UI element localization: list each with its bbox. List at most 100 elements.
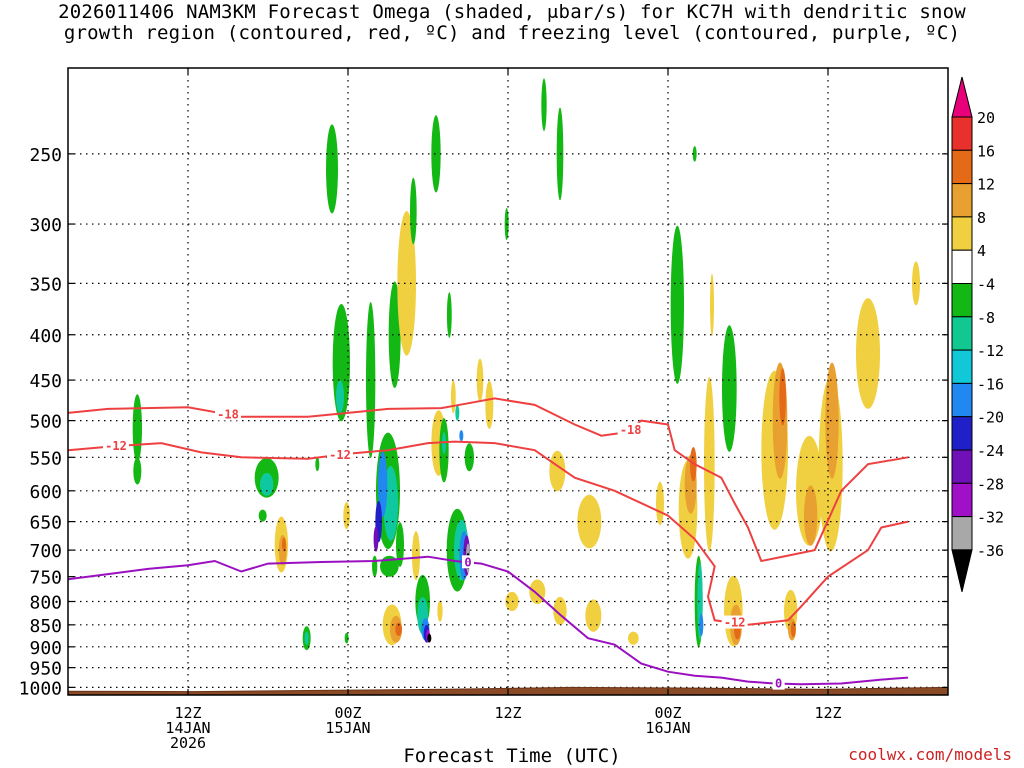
y-tick-label: 500 bbox=[29, 412, 62, 433]
omega-cell bbox=[577, 494, 602, 549]
omega-cell bbox=[343, 502, 350, 530]
omega-cell bbox=[431, 115, 441, 193]
y-tick-label: 550 bbox=[29, 448, 62, 469]
omega-cell bbox=[670, 225, 684, 384]
dgz-contour-label: -12 bbox=[724, 616, 746, 630]
omega-cell bbox=[656, 481, 664, 526]
colorbar-swatch bbox=[951, 382, 973, 418]
colorbar-swatch bbox=[951, 316, 973, 351]
contour-label-bg bbox=[215, 407, 241, 421]
omega-cell bbox=[372, 555, 378, 577]
dgz-contour-label: -12 bbox=[105, 439, 127, 453]
y-tick-label: 700 bbox=[29, 541, 62, 562]
colorbar-label: -8 bbox=[977, 309, 995, 327]
omega-cell bbox=[133, 457, 142, 485]
omega-cell bbox=[856, 298, 880, 409]
omega-cell bbox=[412, 531, 420, 580]
omega-cell bbox=[395, 622, 402, 637]
omega-cell bbox=[326, 124, 338, 214]
chart-title: 2026011406 NAM3KM Forecast Omega (shaded… bbox=[0, 2, 1024, 44]
dgz-contour-label: -12 bbox=[329, 448, 351, 462]
colorbar-swatch bbox=[951, 416, 973, 451]
omega-cell bbox=[722, 325, 737, 452]
omega-cell bbox=[336, 380, 344, 414]
colorbar-label: -32 bbox=[977, 509, 1004, 527]
omega-cell bbox=[476, 358, 484, 402]
x-tick-label: 12Z bbox=[174, 704, 201, 722]
contour-label-bg bbox=[327, 447, 353, 461]
freezing-level-label: 0 bbox=[775, 677, 782, 691]
contour-label-bg bbox=[721, 615, 748, 629]
x-tick-label: 2026 bbox=[170, 734, 206, 752]
omega-cell bbox=[710, 273, 714, 337]
omega-cell bbox=[315, 457, 320, 472]
title-line-1: 2026011406 NAM3KM Forecast Omega (shaded… bbox=[58, 1, 966, 23]
colorbar-label: 8 bbox=[977, 209, 986, 227]
colorbar-label: 20 bbox=[977, 109, 995, 127]
freezing-level-label: 0 bbox=[464, 555, 471, 569]
omega-cell bbox=[790, 621, 796, 638]
omega-cell bbox=[779, 368, 787, 426]
y-axis: 2503003504004505005506006507007508008509… bbox=[19, 145, 948, 699]
x-tick-label: 00Z bbox=[654, 704, 681, 722]
omega-shading bbox=[132, 78, 920, 651]
colorbar-top-arrow bbox=[951, 76, 973, 118]
colorbar-swatch bbox=[951, 183, 973, 218]
omega-cell bbox=[459, 430, 464, 442]
x-tick-label: 12Z bbox=[814, 704, 841, 722]
freezing-label-bg bbox=[462, 555, 474, 569]
x-tick-label: 00Z bbox=[334, 704, 361, 722]
omega-cell bbox=[704, 376, 715, 552]
colorbar-label: -4 bbox=[977, 276, 995, 294]
colorbar-label: -36 bbox=[977, 542, 1004, 560]
colorbar-label: -12 bbox=[977, 342, 1004, 360]
colorbar-bottom-arrow bbox=[951, 549, 973, 593]
omega-cell bbox=[396, 522, 404, 567]
omega-cell bbox=[464, 443, 475, 472]
omega-cell bbox=[628, 631, 639, 645]
colorbar-swatch bbox=[951, 116, 973, 151]
dgz-contour-label: -18 bbox=[620, 423, 642, 437]
omega-cell bbox=[585, 599, 602, 632]
x-tick-label: 12Z bbox=[494, 704, 521, 722]
omega-cell bbox=[378, 451, 388, 518]
colorbar-swatch bbox=[951, 149, 973, 185]
omega-cell bbox=[804, 485, 818, 546]
omega-cell bbox=[541, 78, 547, 131]
omega-cell bbox=[427, 633, 432, 643]
omega-cell bbox=[692, 146, 697, 162]
y-tick-label: 850 bbox=[29, 616, 62, 637]
colorbar-swatch bbox=[951, 283, 973, 318]
x-tick-label: 14JAN bbox=[165, 719, 210, 737]
colorbar-label: -16 bbox=[977, 375, 1004, 393]
y-tick-label: 300 bbox=[29, 215, 62, 236]
y-tick-label: 600 bbox=[29, 482, 62, 503]
y-tick-label: 250 bbox=[29, 145, 62, 166]
y-tick-label: 1000 bbox=[19, 678, 62, 699]
colorbar-swatch bbox=[951, 249, 973, 284]
y-tick-label: 950 bbox=[29, 659, 62, 680]
omega-cell bbox=[373, 526, 379, 552]
omega-cell bbox=[132, 394, 142, 463]
y-tick-label: 750 bbox=[29, 568, 62, 589]
dgz-contour-label: -18 bbox=[217, 407, 239, 421]
omega-cell bbox=[450, 380, 456, 414]
omega-cell bbox=[366, 302, 376, 459]
omega-cell bbox=[825, 362, 839, 479]
omega-cell bbox=[344, 632, 349, 644]
y-tick-label: 350 bbox=[29, 274, 62, 295]
omega-cell bbox=[437, 600, 443, 622]
omega-cell bbox=[455, 404, 460, 421]
x-tick-label: 15JAN bbox=[325, 719, 370, 737]
omega-cell bbox=[258, 509, 267, 522]
omega-cell bbox=[260, 472, 274, 496]
colorbar-swatch bbox=[951, 482, 973, 518]
freezing-level-line bbox=[68, 555, 909, 686]
y-tick-label: 450 bbox=[29, 371, 62, 392]
title-line-2: growth region (contoured, red, ºC) and f… bbox=[63, 22, 961, 44]
colorbar-label: -24 bbox=[977, 442, 1004, 460]
omega-cell bbox=[485, 380, 494, 430]
omega-cell bbox=[304, 631, 309, 645]
colorbar-swatch bbox=[951, 449, 973, 484]
